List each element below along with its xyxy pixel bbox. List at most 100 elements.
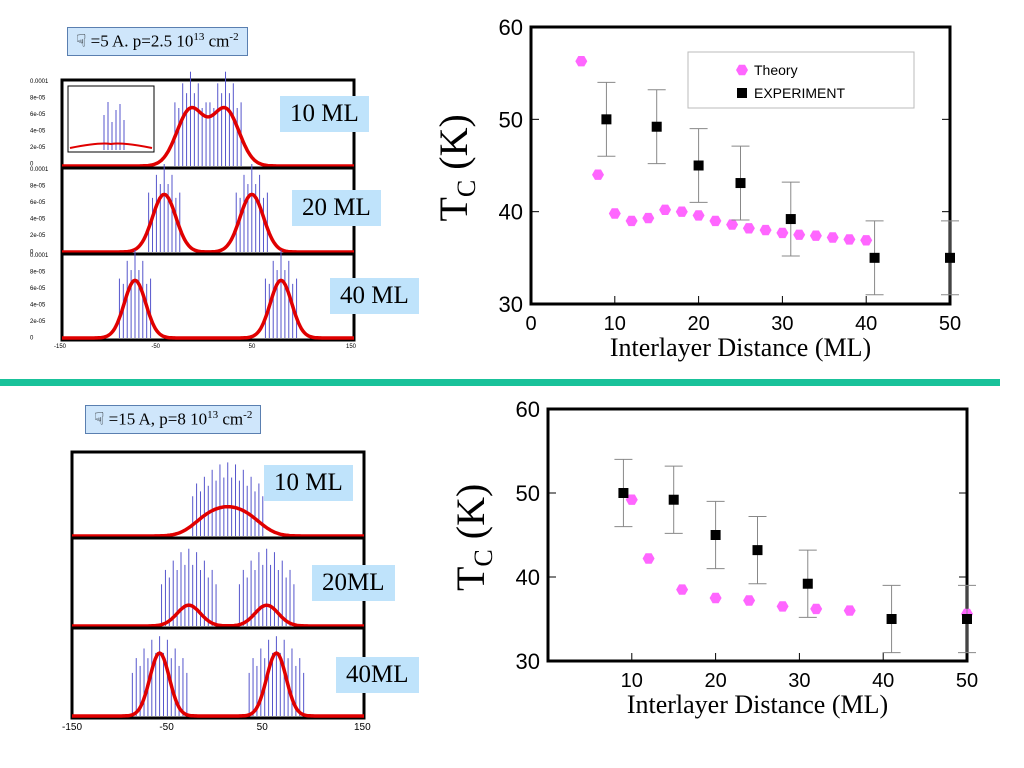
top-chart-theory-point	[759, 224, 772, 236]
bottom-label-40ml: 40ML	[336, 657, 419, 693]
bottom-chart-y-tick-label: 60	[516, 397, 540, 422]
top-chart-experiment-point	[735, 178, 746, 189]
small-x-tick-label: 50	[249, 344, 256, 350]
top-chart-theory-point	[709, 215, 722, 227]
hand-pointing-down-icon: ☟	[94, 409, 105, 429]
bottom-panel-10ml-profile-curve	[72, 504, 364, 538]
top-chart-y-axis-title-text: TC (K)	[431, 114, 481, 221]
bottom-panel-20ml-profile-curve	[72, 603, 364, 628]
top-chart-y-tick-label: 30	[499, 292, 523, 317]
top-chart-x-axis-title: Interlayer Distance (ML)	[610, 333, 871, 362]
bottom-chart-x-tick-label: 20	[704, 670, 726, 692]
top-chart-x-tick-label: 0	[525, 313, 536, 335]
small-y-tick-label: 0	[30, 250, 34, 256]
top-chart-theory-point	[776, 227, 789, 239]
small-y-tick-label: 2e-05	[30, 145, 46, 151]
bottom-chart-x-tick-label: 40	[872, 670, 894, 692]
bottom-label-10ml: 10 ML	[264, 465, 353, 501]
bottom-x-tick-label: 50	[257, 722, 269, 733]
top-chart-theory-point	[625, 215, 638, 227]
top-label-40ml: 40 ML	[330, 278, 419, 314]
bottom-chart-theory-point	[810, 603, 823, 615]
top-chart-x-tick-label: 50	[939, 313, 961, 335]
top-chart-theory-point	[692, 210, 705, 221]
bottom-x-tick-label: 150	[354, 722, 371, 733]
top-chart-theory-point	[575, 56, 588, 67]
top-chart-theory-point	[642, 212, 655, 224]
top-chart-experiment-point	[601, 114, 612, 125]
bottom-x-tick-label: -150	[62, 722, 82, 733]
top-chart-x-tick-label: 40	[855, 313, 877, 335]
small-y-tick-label: 2e-05	[30, 233, 46, 239]
small-y-tick-label: 0	[30, 336, 34, 342]
top-chart-theory-point	[592, 169, 604, 180]
top-param-unit: cm	[204, 31, 230, 51]
bottom-x-tick-label: -50	[159, 722, 174, 733]
small-y-tick-label: 6e-05	[30, 112, 46, 118]
legend-experiment-marker	[737, 88, 747, 98]
bottom-panel-40ml-profile-curve	[72, 651, 364, 718]
small-y-tick-label: 4e-05	[30, 303, 46, 309]
top-label-10ml: 10 ML	[280, 96, 369, 132]
small-y-tick-label: 0	[30, 162, 34, 168]
legend-theory-label: Theory	[754, 62, 798, 78]
bottom-chart-y-axis-title-text: TC (K)	[448, 484, 498, 591]
top-chart-theory-point	[860, 235, 873, 246]
top-chart-experiment-point	[785, 214, 796, 225]
top-chart-experiment-point	[945, 252, 955, 263]
bottom-chart-theory-point	[642, 553, 655, 564]
hand-pointing-down-icon: ☟	[76, 31, 87, 51]
bottom-chart-y-axis-title: TC (K)	[448, 484, 498, 591]
top-chart-y-tick-label: 60	[499, 15, 523, 40]
bottom-param-unit-exp: -2	[243, 409, 253, 421]
bottom-panel-40ml-frame	[70, 626, 366, 720]
top-chart-theory-point	[793, 229, 806, 240]
bottom-param-exp: 13	[207, 409, 219, 421]
top-chart-experiment-point	[869, 252, 880, 263]
bottom-chart-y-tick-label: 40	[516, 565, 540, 590]
small-y-tick-label: 8e-05	[30, 184, 46, 190]
bottom-chart-theory-point	[625, 494, 638, 505]
bottom-chart-x-axis-title: Interlayer Distance (ML)	[627, 690, 888, 719]
small-y-tick-label: 8e-05	[30, 96, 46, 102]
section-divider	[0, 379, 1000, 386]
bottom-chart-experiment-point	[668, 494, 679, 505]
top-chart-frame	[529, 25, 952, 306]
legend-experiment-label: EXPERIMENT	[754, 85, 845, 101]
top-chart-x-tick-label: 30	[771, 313, 793, 335]
bottom-chart-theory-point	[843, 605, 856, 616]
top-chart-theory-point	[659, 204, 672, 215]
top-param-unit-exp: -2	[229, 31, 239, 43]
small-y-tick-label: 2e-05	[30, 319, 46, 325]
bottom-param-prefix: =15 A, p=8 10	[108, 409, 208, 429]
top-parameters-box: ☟ =5 A. p=2.5 1013 cm-2	[67, 27, 248, 56]
top-chart-theory-point	[826, 232, 839, 243]
top-chart-theory-point	[608, 208, 621, 219]
bottom-chart-experiment-point	[752, 545, 763, 556]
bottom-chart-x-tick-label: 30	[788, 670, 810, 692]
bottom-parameters-box: ☟ =15 A, p=8 1013 cm-2	[85, 405, 262, 434]
small-y-tick-label: 6e-05	[30, 286, 46, 292]
top-chart-y-tick-label: 40	[499, 200, 523, 225]
small-y-tick-label: 8e-05	[30, 270, 46, 276]
small-y-tick-label: 4e-05	[30, 217, 46, 223]
top-chart-x-tick-label: 20	[687, 313, 709, 335]
bottom-chart-theory-point	[776, 601, 789, 612]
top-chart-theory-point	[843, 234, 856, 245]
bottom-chart-experiment-point	[962, 614, 972, 624]
top-chart-y-tick-label: 50	[499, 107, 523, 132]
top-chart-theory-point	[742, 223, 755, 234]
bottom-chart-experiment-point	[710, 530, 721, 540]
bottom-chart-theory-point	[743, 595, 756, 606]
bottom-chart-theory-point	[709, 592, 722, 604]
top-chart-experiment-point	[651, 121, 662, 132]
bottom-chart-theory-point	[676, 584, 689, 595]
small-x-tick-label: 150	[346, 344, 357, 350]
top-chart-x-tick-label: 10	[604, 313, 626, 335]
bottom-chart-frame	[546, 407, 969, 663]
small-y-tick-label: 0.0001	[30, 167, 49, 173]
bottom-param-unit: cm	[218, 409, 244, 429]
top-chart-theory-point	[809, 230, 822, 241]
bottom-label-20ml: 20ML	[312, 565, 395, 601]
